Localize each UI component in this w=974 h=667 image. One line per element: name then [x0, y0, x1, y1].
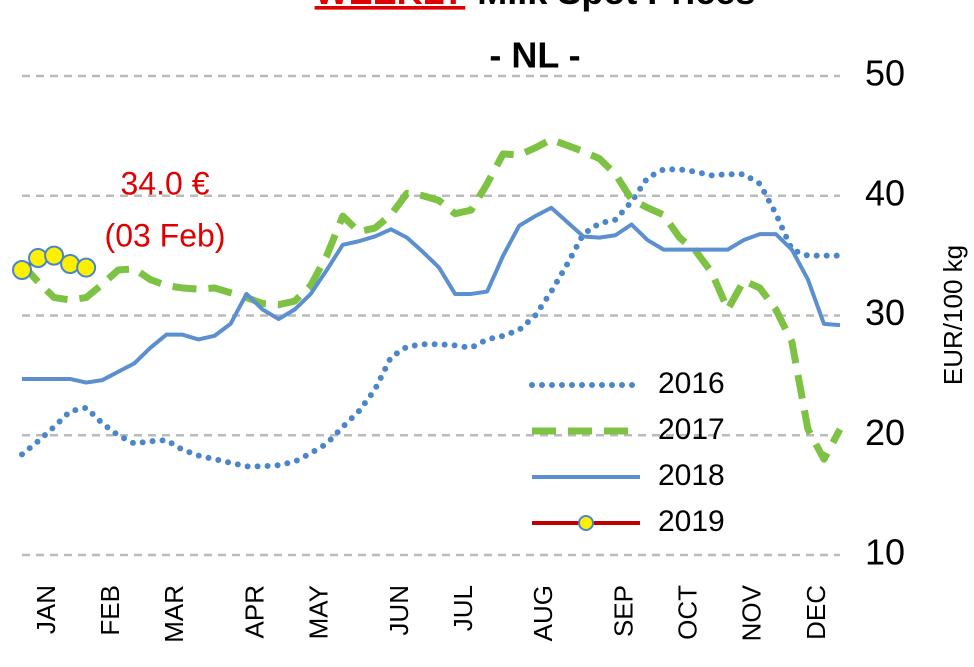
- x-tick-label: MAR: [159, 585, 189, 643]
- annotation: (03 Feb): [105, 217, 226, 253]
- legend-marker: [578, 515, 594, 531]
- y-tick-label: 50: [865, 53, 905, 94]
- x-tick-label: DEC: [801, 585, 831, 640]
- x-tick-label: JUL: [448, 585, 478, 631]
- x-tick-label: AUG: [528, 585, 558, 641]
- series-line: [22, 205, 841, 385]
- series-marker: [76, 257, 97, 278]
- series-marker: [28, 248, 49, 269]
- y-tick-label: 40: [865, 172, 905, 213]
- x-tick-label: JAN: [31, 585, 61, 634]
- chart-title: Milk Spot Prices: [477, 0, 755, 12]
- chart-title-group: WEEKLY Milk Spot Prices: [315, 0, 756, 12]
- legend-label: 2018: [658, 459, 725, 492]
- x-tick-label: FEB: [95, 585, 125, 636]
- chart-subtitle: - NL -: [489, 35, 580, 76]
- legend-label: 2019: [658, 505, 725, 538]
- legend-label: 2016: [658, 367, 725, 400]
- x-tick-label: SEP: [608, 585, 638, 637]
- y-axis-label: EUR/100 kg: [938, 245, 968, 385]
- x-tick-label: JUN: [384, 585, 414, 636]
- series-marker: [60, 254, 81, 275]
- x-tick-label: NOV: [737, 584, 767, 641]
- x-tick-label: APR: [239, 585, 269, 638]
- x-tick-label: MAY: [304, 585, 334, 639]
- title-highlight: WEEKLY: [315, 0, 466, 12]
- series-line: [19, 135, 844, 463]
- series-marker: [12, 259, 32, 280]
- series-marker: [44, 245, 65, 266]
- y-tick-label: 10: [865, 532, 905, 573]
- y-tick-label: 30: [865, 292, 905, 333]
- y-tick-label: 20: [865, 412, 905, 453]
- x-tick-label: OCT: [672, 585, 702, 640]
- legend-label: 2017: [658, 413, 725, 446]
- series-line: [19, 166, 843, 470]
